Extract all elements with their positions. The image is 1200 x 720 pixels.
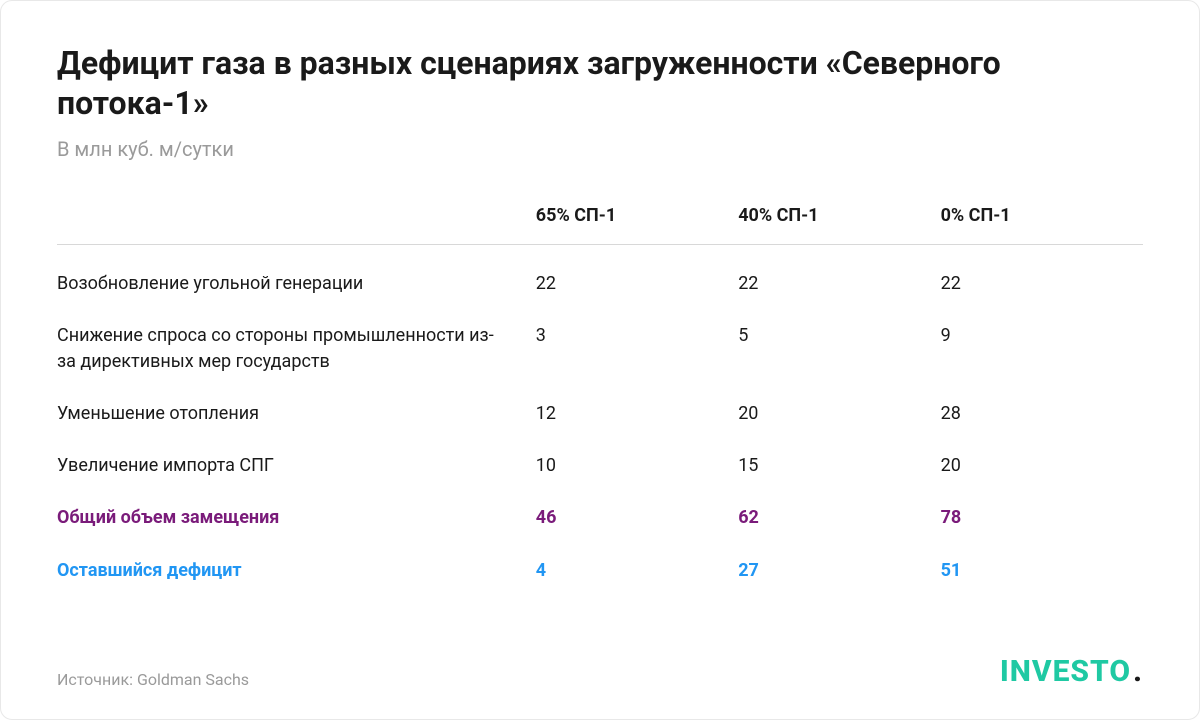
row-value: 15 xyxy=(738,440,940,492)
row-label: Оставшийся дефицит xyxy=(57,545,536,597)
table-header-empty xyxy=(57,205,536,245)
row-label: Увеличение импорта СПГ xyxy=(57,440,536,492)
table-row: Уменьшение отопления 12 20 28 xyxy=(57,388,1143,440)
row-value: 27 xyxy=(738,545,940,597)
row-value: 20 xyxy=(941,440,1143,492)
row-value: 46 xyxy=(536,492,738,544)
logo-dot: . xyxy=(1133,654,1143,689)
logo: INVESTO. xyxy=(1000,654,1143,689)
row-value: 10 xyxy=(536,440,738,492)
row-value: 22 xyxy=(738,245,940,311)
page-subtitle: В млн куб. м/сутки xyxy=(57,137,1143,161)
table-row: Возобновление угольной генерации 22 22 2… xyxy=(57,245,1143,311)
row-value: 78 xyxy=(941,492,1143,544)
data-table: 65% СП-1 40% СП-1 0% СП-1 Возобновление … xyxy=(57,205,1143,597)
row-value: 5 xyxy=(738,310,940,388)
row-label: Возобновление угольной генерации xyxy=(57,245,536,311)
footer: Источник: Goldman Sachs INVESTO. xyxy=(57,654,1143,689)
row-value: 22 xyxy=(536,245,738,311)
source-text: Источник: Goldman Sachs xyxy=(57,670,249,689)
row-label: Уменьшение отопления xyxy=(57,388,536,440)
table-header-col2: 40% СП-1 xyxy=(738,205,940,245)
row-value: 22 xyxy=(941,245,1143,311)
table-row: Увеличение импорта СПГ 10 15 20 xyxy=(57,440,1143,492)
table-header-col3: 0% СП-1 xyxy=(941,205,1143,245)
table-header-col1: 65% СП-1 xyxy=(536,205,738,245)
row-value: 9 xyxy=(941,310,1143,388)
row-value: 3 xyxy=(536,310,738,388)
row-value: 51 xyxy=(941,545,1143,597)
row-label: Общий объем замещения xyxy=(57,492,536,544)
row-label: Снижение спроса со стороны промышленност… xyxy=(57,310,536,388)
row-value: 28 xyxy=(941,388,1143,440)
table-row-total: Общий объем замещения 46 62 78 xyxy=(57,492,1143,544)
row-value: 4 xyxy=(536,545,738,597)
table-row: Снижение спроса со стороны промышленност… xyxy=(57,310,1143,388)
page-title: Дефицит газа в разных сценариях загружен… xyxy=(57,43,1143,123)
logo-text: INVESTO xyxy=(1000,654,1131,689)
table-row-deficit: Оставшийся дефицит 4 27 51 xyxy=(57,545,1143,597)
row-value: 12 xyxy=(536,388,738,440)
row-value: 20 xyxy=(738,388,940,440)
row-value: 62 xyxy=(738,492,940,544)
card: Дефицит газа в разных сценариях загружен… xyxy=(0,0,1200,720)
table-header-row: 65% СП-1 40% СП-1 0% СП-1 xyxy=(57,205,1143,245)
